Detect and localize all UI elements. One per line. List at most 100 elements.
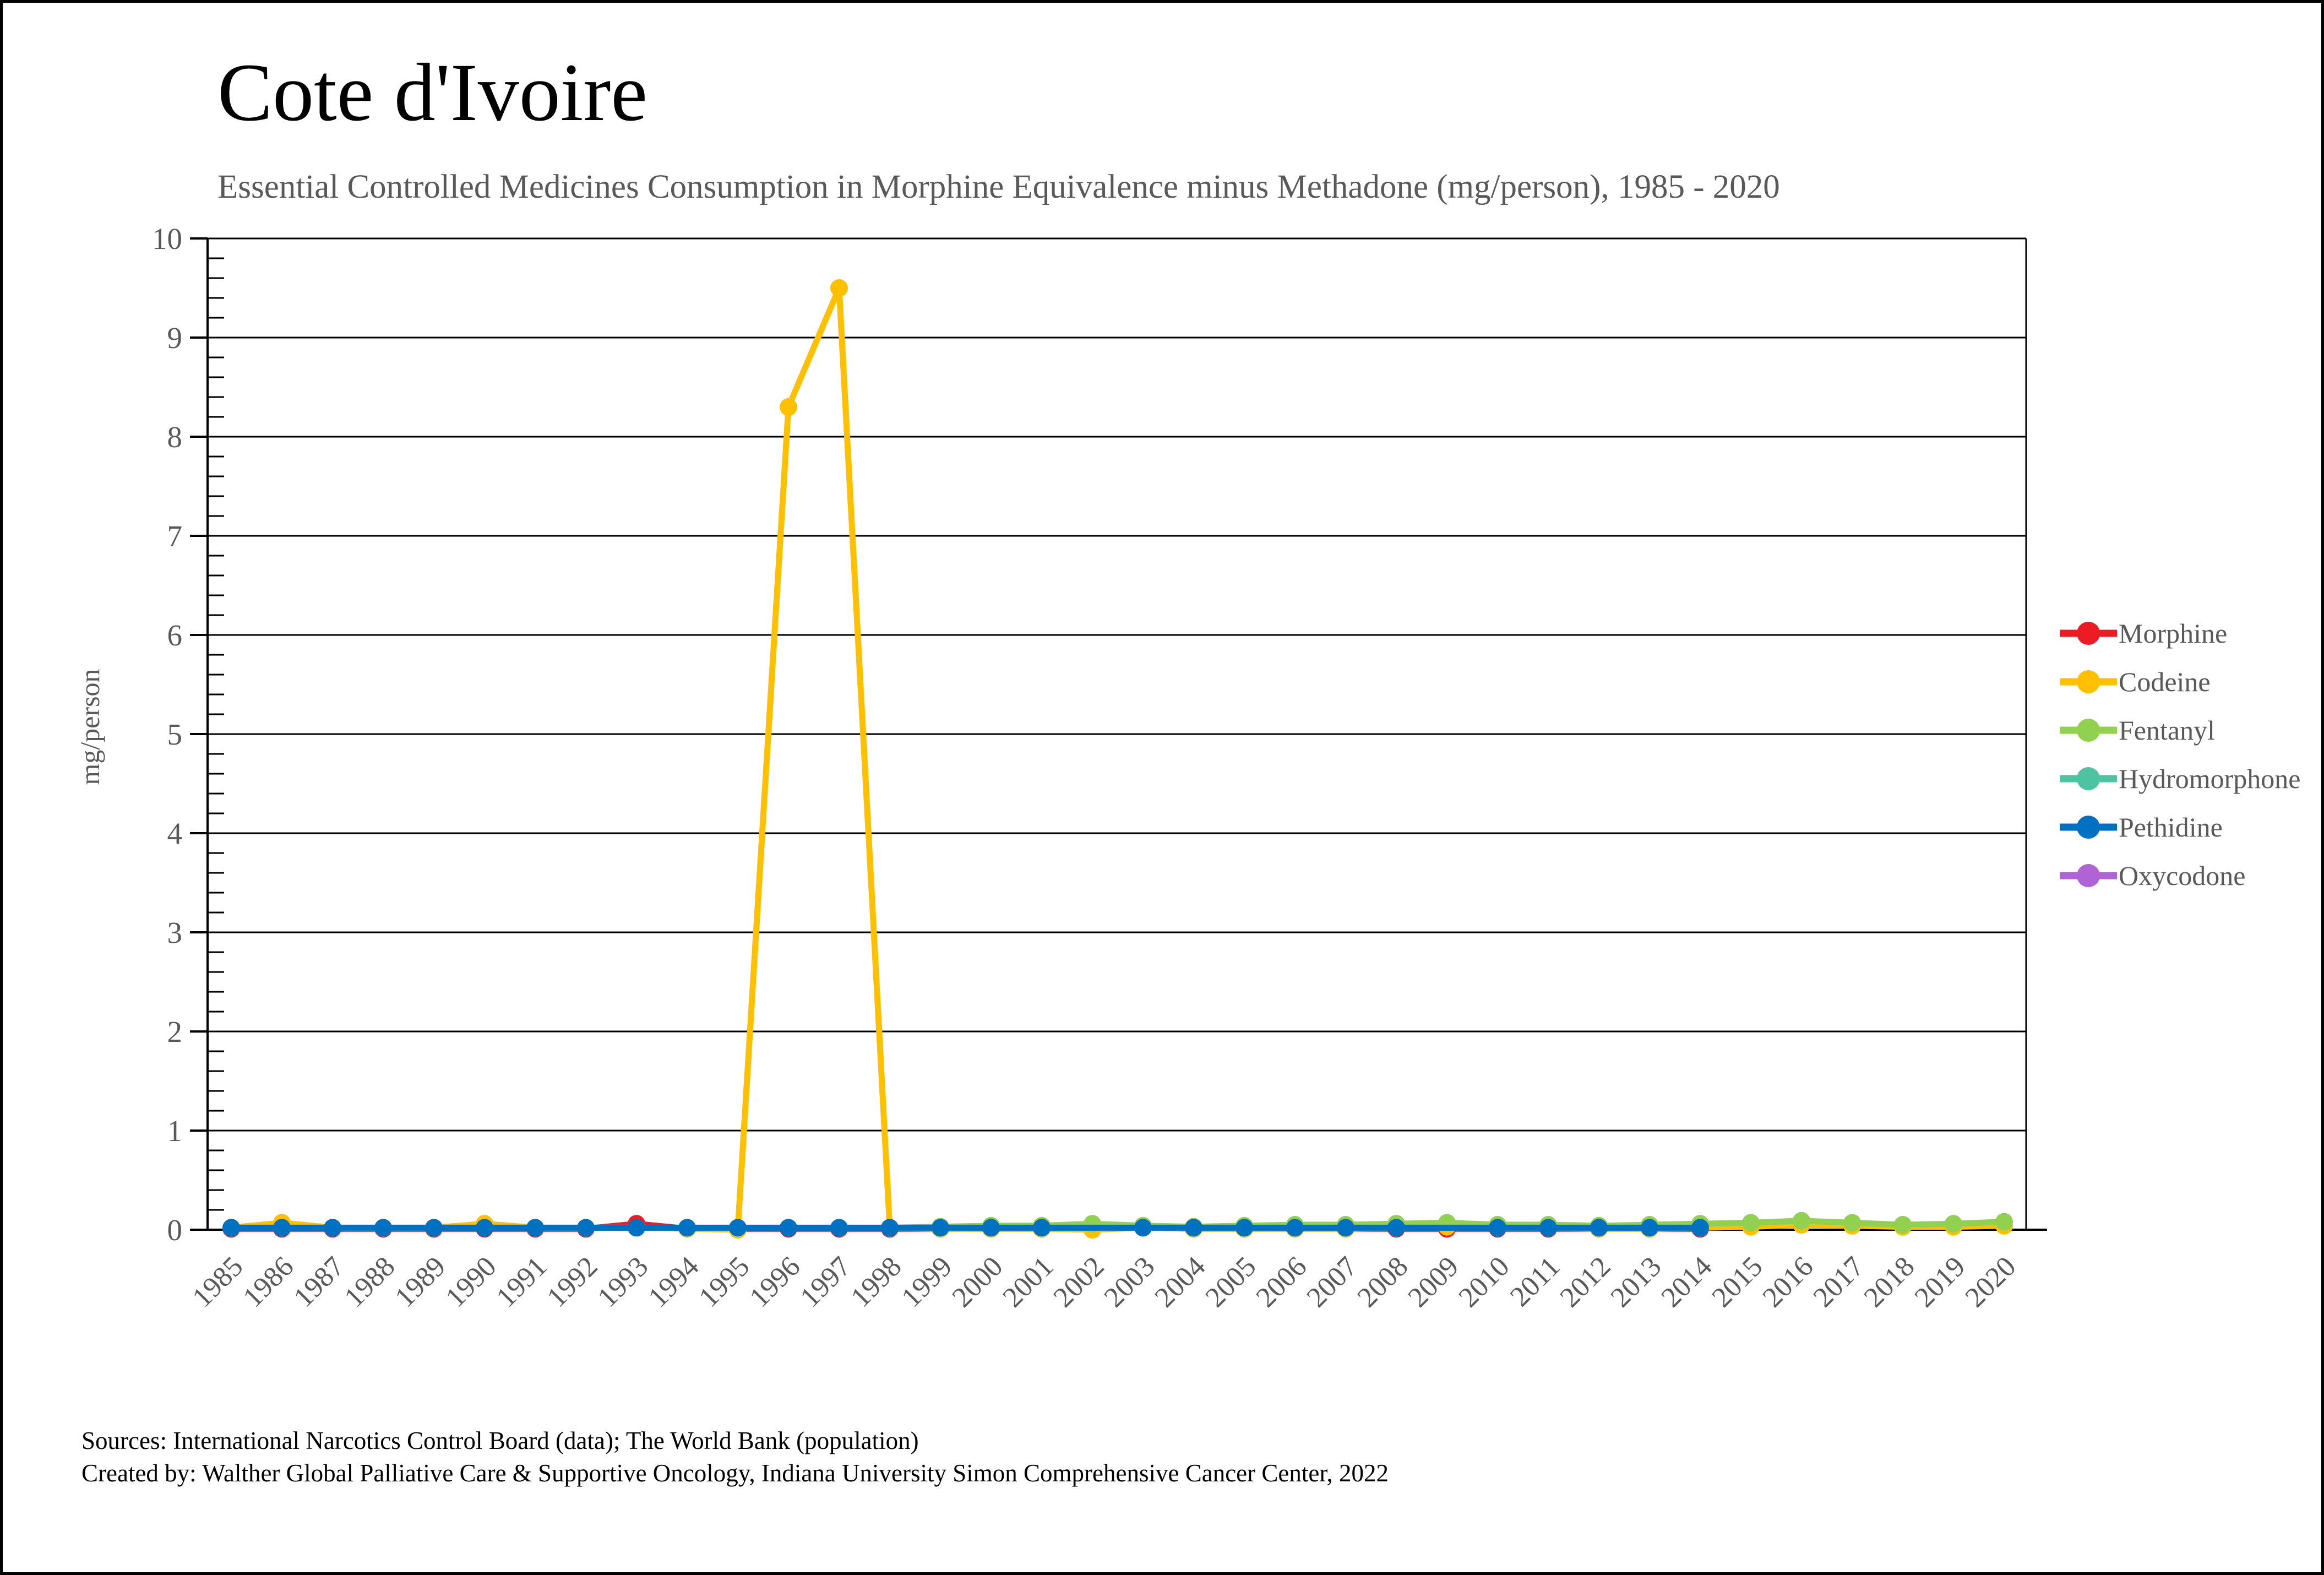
series-marker-pethidine	[1286, 1219, 1304, 1237]
series-marker-pethidine	[881, 1219, 899, 1237]
y-tick-label: 6	[167, 618, 183, 652]
x-tick-label: 2010	[1453, 1251, 1516, 1313]
series-marker-pethidine	[222, 1219, 240, 1237]
x-tick-label: 1986	[237, 1251, 300, 1313]
legend-item-pethidine: Pethidine	[2060, 803, 2301, 851]
legend-item-morphine: Morphine	[2060, 609, 2301, 658]
series-marker-pethidine	[1691, 1219, 1709, 1237]
sources-note: Sources: International Narcotics Control…	[81, 1425, 1389, 1490]
series-marker-pethidine	[729, 1219, 747, 1237]
x-tick-label: 1999	[896, 1251, 959, 1313]
x-tick-label: 2014	[1656, 1251, 1718, 1313]
x-tick-label: 2020	[1960, 1251, 2022, 1313]
y-tick-label: 7	[167, 519, 183, 553]
x-tick-label: 1987	[288, 1251, 351, 1313]
series-marker-pethidine	[932, 1219, 949, 1237]
series-marker-pethidine	[1641, 1219, 1658, 1237]
x-tick-label: 2003	[1098, 1251, 1161, 1313]
x-tick-label: 2015	[1706, 1251, 1769, 1313]
series-marker-pethidine	[526, 1219, 544, 1237]
x-tick-label: 2001	[997, 1251, 1060, 1313]
series-marker-pethidine	[1134, 1219, 1152, 1237]
series-marker-pethidine	[982, 1219, 1000, 1237]
legend-marker-icon	[2060, 670, 2117, 693]
plot-area: 0 1 2 3 4 5 6 7 8 9 10 1985198619871988198919901991…	[74, 222, 2047, 1313]
y-tick-label: 8	[167, 420, 183, 454]
series-marker-pethidine	[273, 1219, 291, 1237]
series-marker-fentanyl	[1742, 1214, 1760, 1232]
legend-marker-icon	[2060, 719, 2117, 742]
sources-line: Sources: International Narcotics Control…	[81, 1427, 919, 1454]
legend-item-codeine: Codeine	[2060, 658, 2301, 706]
x-tick-label: 1992	[541, 1251, 604, 1313]
y-tick-label: 2	[167, 1015, 183, 1049]
legend: Morphine Codeine Fentanyl Hydromorphone Peth…	[2060, 609, 2301, 900]
legend-marker-icon	[2060, 767, 2117, 790]
series-marker-pethidine	[628, 1219, 645, 1237]
series-marker-pethidine	[1236, 1219, 1253, 1237]
x-tick-label: 1996	[744, 1251, 807, 1313]
x-tick-label: 2013	[1605, 1251, 1668, 1313]
series-marker-pethidine	[476, 1219, 493, 1237]
y-axis-title: mg/person	[74, 669, 105, 785]
series-marker-pethidine	[1337, 1219, 1354, 1237]
y-tick-label: 1	[167, 1114, 183, 1148]
chart-title: Cote d'Ivoire	[217, 47, 647, 138]
legend-label: Codeine	[2119, 666, 2211, 697]
x-tick-label: 2000	[946, 1251, 1009, 1313]
y-tick-label: 5	[167, 718, 183, 751]
series-marker-pethidine	[780, 1219, 797, 1237]
x-tick-label: 1994	[643, 1251, 705, 1313]
series-marker-pethidine	[577, 1219, 595, 1237]
x-tick-label: 2012	[1554, 1251, 1617, 1313]
series-marker-pethidine	[1185, 1219, 1202, 1237]
x-tick-label: 1991	[491, 1251, 553, 1313]
legend-item-oxycodone: Oxycodone	[2060, 851, 2301, 900]
legend-label: Hydromorphone	[2119, 763, 2301, 794]
series-marker-pethidine	[1033, 1219, 1051, 1237]
x-tick-label: 2018	[1858, 1251, 1921, 1313]
series-marker-fentanyl	[1995, 1213, 2013, 1231]
x-tick-label: 1995	[693, 1251, 756, 1313]
x-tick-label: 1989	[389, 1251, 452, 1313]
x-tick-label: 2019	[1909, 1251, 1972, 1313]
series-marker-pethidine	[1489, 1219, 1506, 1237]
x-tick-label: 1988	[339, 1251, 401, 1313]
legend-marker-icon	[2060, 622, 2117, 645]
created-by-line: Created by: Walther Global Palliative Ca…	[81, 1459, 1389, 1487]
series-marker-fentanyl	[1843, 1214, 1861, 1232]
legend-item-hydromorphone: Hydromorphone	[2060, 754, 2301, 803]
x-tick-label: 2016	[1757, 1251, 1820, 1313]
x-tick-label: 2006	[1250, 1251, 1313, 1313]
series-line-codeine	[228, 285, 2007, 1233]
series-marker-pethidine	[324, 1219, 341, 1237]
y-tick-label: 10	[152, 222, 182, 256]
x-tick-label: 1998	[845, 1251, 908, 1313]
x-tick-label: 2009	[1402, 1251, 1465, 1313]
legend-item-fentanyl: Fentanyl	[2060, 706, 2301, 754]
legend-marker-icon	[2060, 864, 2117, 887]
y-tick-label: 9	[167, 321, 183, 355]
series-marker-pethidine	[1590, 1219, 1608, 1237]
x-tick-label: 2004	[1149, 1251, 1212, 1313]
legend-label: Oxycodone	[2119, 860, 2246, 891]
series-marker-pethidine	[425, 1219, 443, 1237]
legend-label: Pethidine	[2119, 812, 2223, 843]
x-tick-label: 1997	[794, 1251, 857, 1313]
series-marker-pethidine	[1387, 1219, 1405, 1237]
x-tick-label: 2002	[1048, 1251, 1111, 1313]
y-tick-label: 0	[167, 1213, 183, 1247]
series-marker-pethidine	[374, 1219, 392, 1237]
legend-marker-icon	[2060, 816, 2117, 839]
series-marker-fentanyl	[1945, 1215, 1962, 1233]
x-tick-label: 1985	[187, 1251, 249, 1313]
x-tick-label: 2007	[1301, 1251, 1364, 1313]
legend-label: Morphine	[2119, 618, 2228, 649]
y-tick-label: 4	[167, 817, 183, 850]
x-tick-label: 2005	[1200, 1251, 1262, 1313]
x-tick-label: 2017	[1808, 1251, 1870, 1313]
series-marker-pethidine	[830, 1219, 848, 1237]
y-tick-label: 3	[167, 916, 183, 949]
x-tick-label: 1990	[440, 1251, 503, 1313]
